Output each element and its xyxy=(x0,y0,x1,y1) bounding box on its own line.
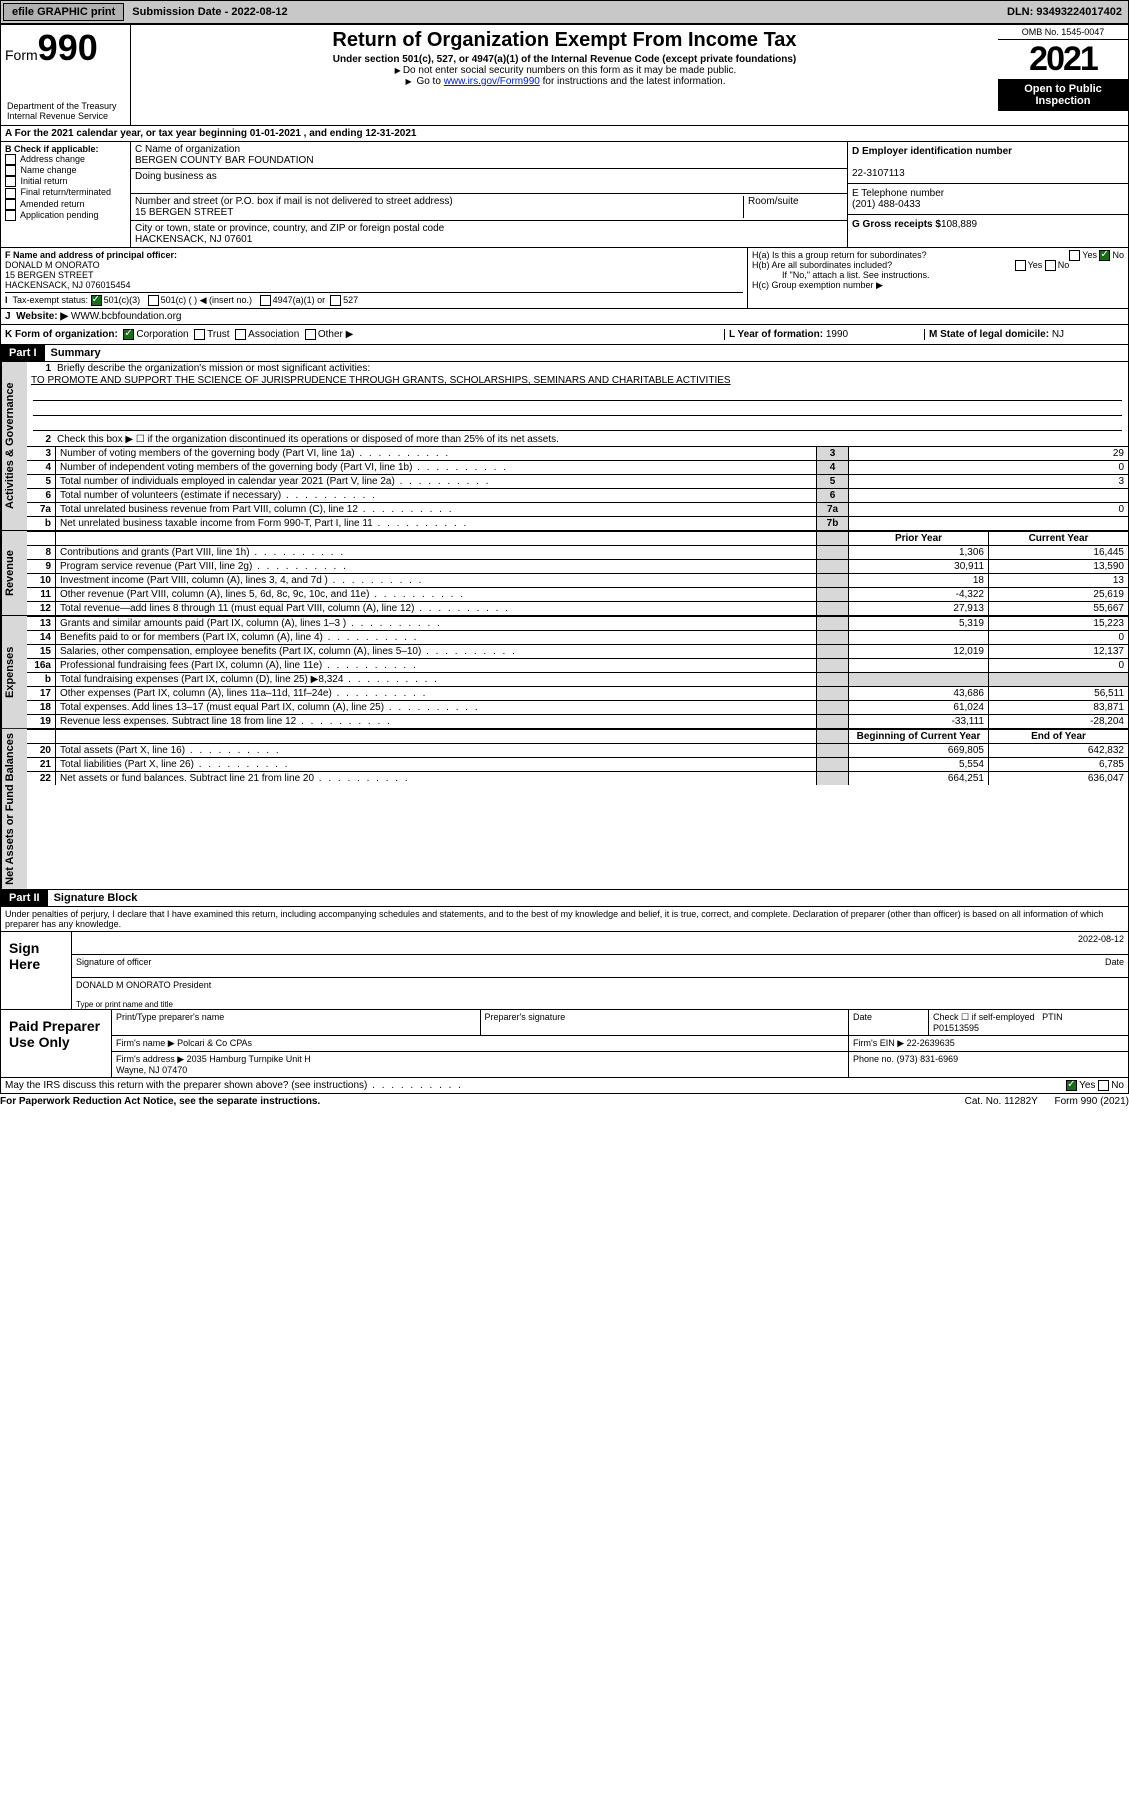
gov-line: 3Number of voting members of the governi… xyxy=(27,446,1128,460)
b-option-checkbox[interactable] xyxy=(5,165,16,176)
ha-yes-checkbox[interactable] xyxy=(1069,250,1080,261)
section-l: L Year of formation: 1990 xyxy=(724,329,924,340)
part1-expenses: Expenses 13Grants and similar amounts pa… xyxy=(0,616,1129,729)
revenue-sidebar: Revenue xyxy=(1,531,27,615)
section-h: H(a) Is this a group return for subordin… xyxy=(748,248,1128,308)
corp-checkbox[interactable] xyxy=(123,329,134,340)
irs-link[interactable]: www.irs.gov/Form990 xyxy=(444,76,540,87)
data-line: 18Total expenses. Add lines 13–17 (must … xyxy=(27,700,1128,714)
section-a: A For the 2021 calendar year, or tax yea… xyxy=(0,126,1129,142)
other-checkbox[interactable] xyxy=(305,329,316,340)
discuss-row: May the IRS discuss this return with the… xyxy=(0,1078,1129,1094)
ssn-note: Do not enter social security numbers on … xyxy=(133,65,996,76)
year-header-row: Prior Year Current Year xyxy=(27,531,1128,545)
year-box: OMB No. 1545-0047 2021 Open to Public In… xyxy=(998,25,1128,125)
data-line: 15Salaries, other compensation, employee… xyxy=(27,644,1128,658)
form-number-cell: Form990 Department of the Treasury Inter… xyxy=(1,25,131,125)
page-footer: For Paperwork Reduction Act Notice, see … xyxy=(0,1094,1129,1109)
b-option-checkbox[interactable] xyxy=(5,188,16,199)
mission-statement: TO PROMOTE AND SUPPORT THE SCIENCE OF JU… xyxy=(27,375,1128,386)
sign-here-label: Sign Here xyxy=(1,932,71,1009)
501c-checkbox[interactable] xyxy=(148,295,159,306)
section-j: J Website: ▶ WWW.bcbfoundation.org xyxy=(0,309,1129,325)
part1-header: Part ISummary xyxy=(0,345,1129,362)
data-line: 8Contributions and grants (Part VIII, li… xyxy=(27,545,1128,559)
data-line: bTotal fundraising expenses (Part IX, co… xyxy=(27,672,1128,686)
section-k: K Form of organization: Corporation Trus… xyxy=(5,329,724,340)
data-line: 22Net assets or fund balances. Subtract … xyxy=(27,771,1128,785)
section-c-city: City or town, state or province, country… xyxy=(131,221,847,247)
section-c-name: C Name of organizationBERGEN COUNTY BAR … xyxy=(131,142,847,169)
527-checkbox[interactable] xyxy=(330,295,341,306)
title-cell: Return of Organization Exempt From Incom… xyxy=(131,25,998,125)
section-m: M State of legal domicile: NJ xyxy=(924,329,1124,340)
data-line: 19Revenue less expenses. Subtract line 1… xyxy=(27,714,1128,728)
paid-preparer-label: Paid Preparer Use Only xyxy=(1,1010,111,1077)
part2-header: Part IISignature Block xyxy=(0,890,1129,907)
paid-preparer-block: Paid Preparer Use Only Print/Type prepar… xyxy=(0,1010,1129,1078)
data-line: 9Program service revenue (Part VIII, lin… xyxy=(27,559,1128,573)
data-line: 10Investment income (Part VIII, column (… xyxy=(27,573,1128,587)
goto-note: Go to www.irs.gov/Form990 for instructio… xyxy=(133,76,996,87)
gov-line: 6Total number of volunteers (estimate if… xyxy=(27,488,1128,502)
declaration-text: Under penalties of perjury, I declare th… xyxy=(0,907,1129,932)
data-line: 13Grants and similar amounts paid (Part … xyxy=(27,616,1128,630)
section-k-l-m: K Form of organization: Corporation Trus… xyxy=(0,325,1129,345)
discuss-yes-checkbox[interactable] xyxy=(1066,1080,1077,1091)
dln-label: DLN: 93493224017402 xyxy=(1001,4,1128,20)
section-f: F Name and address of principal officer:… xyxy=(1,248,748,308)
gov-line: bNet unrelated business taxable income f… xyxy=(27,516,1128,530)
section-d-e-g: D Employer identification number22-31071… xyxy=(848,142,1128,247)
signature-block: Sign Here 2022-08-12 Signature of office… xyxy=(0,932,1129,1010)
gov-line: 4Number of independent voting members of… xyxy=(27,460,1128,474)
data-line: 16aProfessional fundraising fees (Part I… xyxy=(27,658,1128,672)
discuss-no-checkbox[interactable] xyxy=(1098,1080,1109,1091)
hb-yes-checkbox[interactable] xyxy=(1015,260,1026,271)
501c3-checkbox[interactable] xyxy=(91,295,102,306)
data-line: 17Other expenses (Part IX, column (A), l… xyxy=(27,686,1128,700)
form-header: Form990 Department of the Treasury Inter… xyxy=(0,24,1129,126)
omb-number: OMB No. 1545-0047 xyxy=(998,25,1128,40)
gov-line: 7aTotal unrelated business revenue from … xyxy=(27,502,1128,516)
b-option-checkbox[interactable] xyxy=(5,154,16,165)
org-info-grid: B Check if applicable: Address change Na… xyxy=(0,142,1129,248)
expenses-sidebar: Expenses xyxy=(1,616,27,728)
netassets-sidebar: Net Assets or Fund Balances xyxy=(1,729,27,889)
section-b: B Check if applicable: Address change Na… xyxy=(1,142,131,247)
form-title: Return of Organization Exempt From Incom… xyxy=(133,29,996,52)
section-f-h: F Name and address of principal officer:… xyxy=(0,248,1129,309)
data-line: 20Total assets (Part X, line 16)669,8056… xyxy=(27,743,1128,757)
open-inspection-badge: Open to Public Inspection xyxy=(998,79,1128,111)
section-c-street: Number and street (or P.O. box if mail i… xyxy=(131,194,847,221)
top-bar: efile GRAPHIC print Submission Date - 20… xyxy=(0,0,1129,24)
governance-sidebar: Activities & Governance xyxy=(1,362,27,530)
efile-button[interactable]: efile GRAPHIC print xyxy=(3,3,124,21)
b-option-checkbox[interactable] xyxy=(5,210,16,221)
gov-line: 5Total number of individuals employed in… xyxy=(27,474,1128,488)
b-option-checkbox[interactable] xyxy=(5,199,16,210)
tax-year: 2021 xyxy=(998,40,1128,79)
4947-checkbox[interactable] xyxy=(260,295,271,306)
submission-date-label: Submission Date - 2022-08-12 xyxy=(126,4,293,20)
b-option-checkbox[interactable] xyxy=(5,176,16,187)
dept-label: Department of the Treasury Internal Reve… xyxy=(5,99,126,123)
part1-revenue: Revenue Prior Year Current Year 8Contrib… xyxy=(0,531,1129,616)
boy-eoy-header-row: Beginning of Current Year End of Year xyxy=(27,729,1128,743)
hb-no-checkbox[interactable] xyxy=(1045,260,1056,271)
data-line: 14Benefits paid to or for members (Part … xyxy=(27,630,1128,644)
form-subtitle: Under section 501(c), 527, or 4947(a)(1)… xyxy=(133,54,996,65)
data-line: 21Total liabilities (Part X, line 26)5,5… xyxy=(27,757,1128,771)
part1-netassets: Net Assets or Fund Balances Beginning of… xyxy=(0,729,1129,890)
assoc-checkbox[interactable] xyxy=(235,329,246,340)
data-line: 12Total revenue—add lines 8 through 11 (… xyxy=(27,601,1128,615)
ha-no-checkbox[interactable] xyxy=(1099,250,1110,261)
part1-governance: Activities & Governance 1Briefly describ… xyxy=(0,362,1129,531)
trust-checkbox[interactable] xyxy=(194,329,205,340)
section-c-dba: Doing business as xyxy=(131,169,847,194)
data-line: 11Other revenue (Part VIII, column (A), … xyxy=(27,587,1128,601)
